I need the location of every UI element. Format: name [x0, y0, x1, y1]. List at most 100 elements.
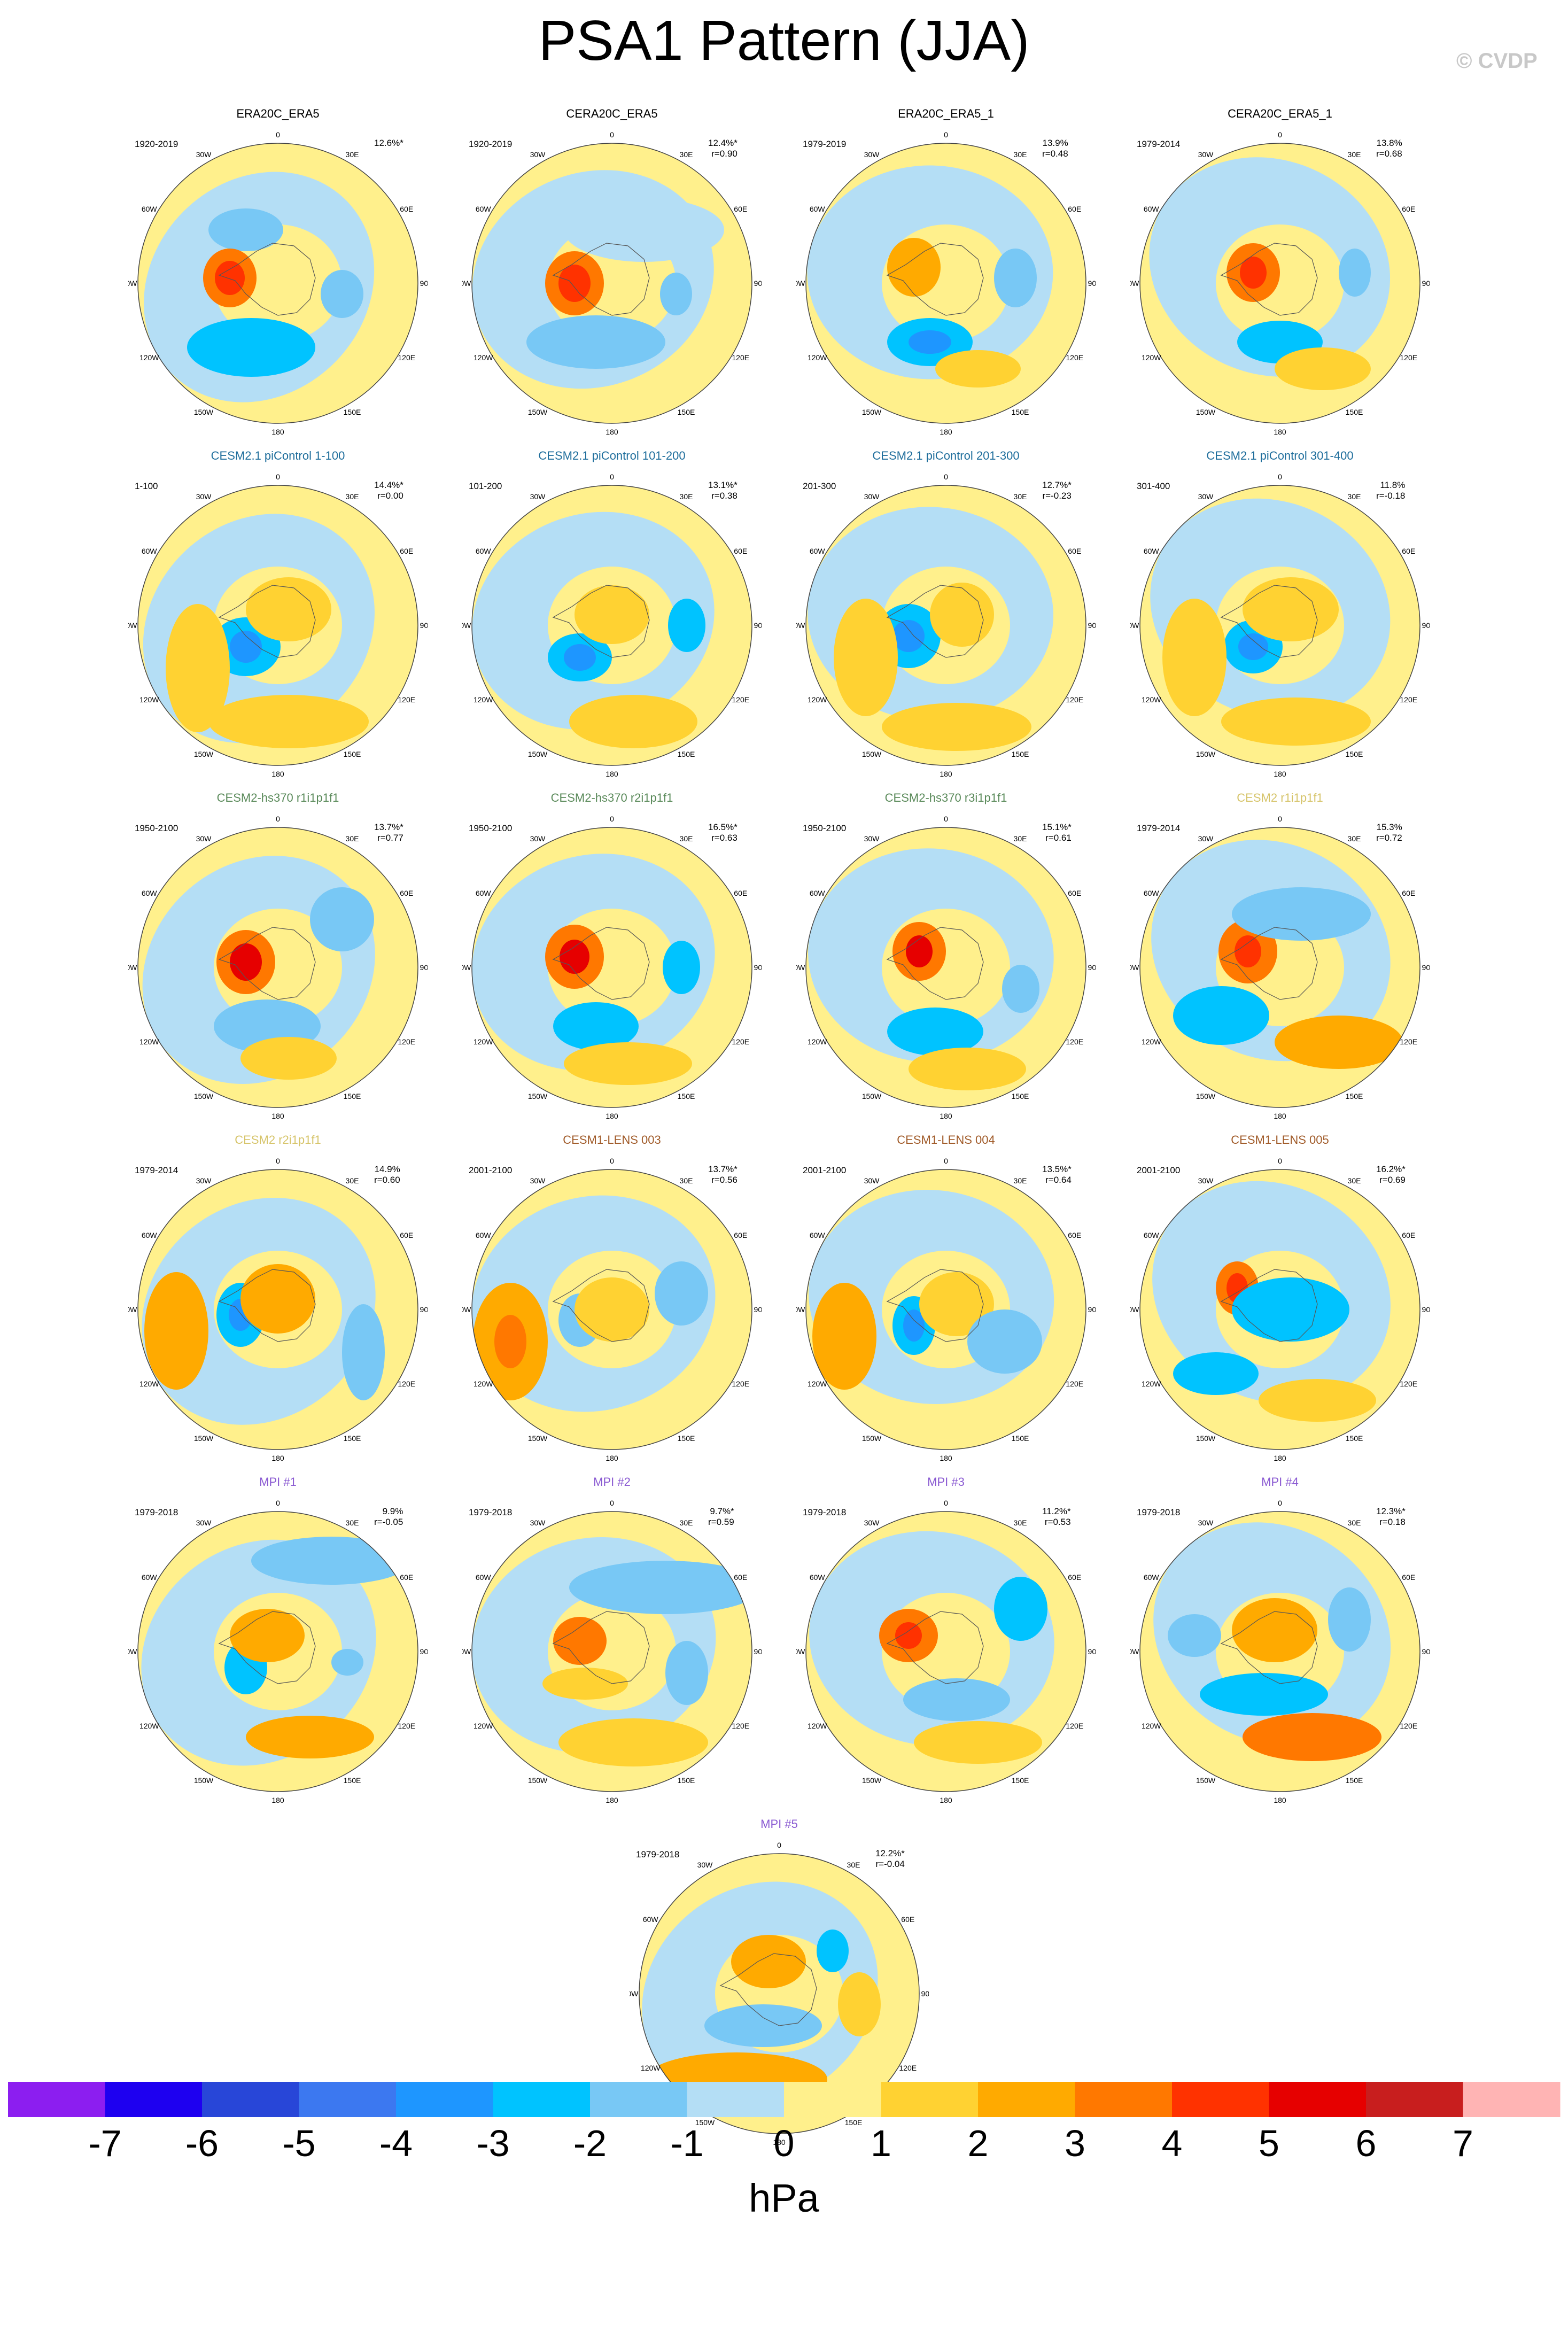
longitude-label: 180 — [1274, 428, 1286, 436]
map-panel: 0 30E 60E 90E 120E 150E 180 150W 120W 90W 60W 30W CE… — [128, 1133, 428, 1464]
contour-blob — [1232, 1598, 1317, 1662]
map-boundary — [805, 485, 1086, 766]
longitude-label: 30W — [1198, 834, 1214, 843]
longitude-label: 180 — [1274, 1112, 1286, 1120]
longitude-label: 120E — [398, 1380, 415, 1388]
longitude-label: 30W — [530, 150, 546, 159]
longitude-label: 90E — [420, 621, 428, 630]
longitude-label: 30E — [346, 834, 359, 843]
longitude-label: 60W — [476, 1573, 492, 1582]
coastline — [886, 243, 984, 316]
contour-blob — [655, 1261, 708, 1326]
longitude-label: 30E — [1348, 492, 1361, 501]
longitude-label: 30E — [680, 150, 693, 159]
longitude-label: 120W — [641, 2064, 661, 2072]
longitude-label: 30E — [1014, 492, 1027, 501]
longitude-label: 60E — [734, 547, 747, 555]
coastline — [218, 1611, 316, 1684]
contour-blob — [1243, 1713, 1381, 1761]
longitude-label: 30E — [680, 1176, 693, 1185]
longitude-label: 150E — [1012, 408, 1029, 416]
page-title: PSA1 Pattern (JJA) — [538, 9, 1030, 72]
longitude-label: 120W — [473, 1037, 493, 1046]
longitude-label: 60W — [142, 547, 158, 555]
longitude-label: 90E — [1088, 963, 1096, 972]
panel-period: 1979-2018 — [1137, 1507, 1181, 1517]
colorbar-swatch — [1463, 2082, 1561, 2117]
longitude-label: 0 — [1278, 130, 1282, 139]
map-boundary — [805, 1169, 1086, 1450]
map-panel: 0 30E 60E 90E 120E 150E 180 150W 120W 90W 60W 30W CE… — [1130, 107, 1430, 438]
contour-blob — [882, 703, 1031, 751]
polar-map: 0 30E 60E 90E 120E 150E 180 150W 120W 90W 60W 30W — [128, 815, 428, 1120]
variance-percent: 12.3%* — [1376, 1506, 1406, 1516]
longitude-label: 120W — [473, 695, 493, 704]
longitude-label: 150E — [678, 1776, 695, 1785]
longitude-label: 30W — [864, 1518, 880, 1527]
panel-period: 1979-2014 — [135, 1165, 178, 1175]
longitude-label: 180 — [606, 1796, 618, 1804]
longitude-label: 60E — [734, 1231, 747, 1239]
map-panel: 0 30E 60E 90E 120E 150E 180 150W 120W 90W 60W 30W CE… — [796, 1133, 1096, 1464]
longitude-label: 120E — [1400, 353, 1417, 362]
longitude-label: 180 — [606, 1112, 618, 1120]
longitude-label: 150W — [528, 1776, 548, 1785]
pattern-correlation: r=0.56 — [711, 1174, 738, 1185]
longitude-label: 0 — [276, 1499, 280, 1507]
longitude-label: 90W — [128, 279, 137, 288]
panel-period: 1950-2100 — [803, 823, 847, 833]
coastline — [719, 1953, 817, 2026]
colorbar-tick-label: -4 — [379, 2122, 413, 2164]
pattern-correlation: r=-0.18 — [1376, 490, 1406, 501]
map-boundary — [1139, 827, 1420, 1108]
contour-blob — [1168, 1614, 1221, 1657]
longitude-label: 0 — [276, 472, 280, 481]
contour-blob — [892, 620, 925, 652]
panel-period: 201-300 — [803, 481, 836, 491]
colorbar-swatch — [1269, 2082, 1367, 2117]
polar-map: 0 30E 60E 90E 120E 150E 180 150W 120W 90W 60W 30W — [462, 130, 762, 436]
panel-period: 1-100 — [135, 481, 158, 491]
longitude-label: 90W — [796, 621, 805, 630]
map-panel: 0 30E 60E 90E 120E 150E 180 150W 120W 90W 60W 30W ER… — [128, 107, 428, 438]
longitude-label: 30E — [1014, 150, 1027, 159]
longitude-label: 90E — [754, 621, 762, 630]
longitude-label: 90W — [128, 1647, 137, 1656]
colorbar-tick-label: 4 — [1161, 2122, 1183, 2164]
longitude-label: 120W — [808, 1037, 827, 1046]
longitude-label: 60W — [1144, 547, 1160, 555]
colorbar-tick-label: -3 — [476, 2122, 510, 2164]
map-panel: 0 30E 60E 90E 120E 150E 180 150W 120W 90W 60W 30W MP… — [462, 1475, 762, 1807]
contour-blob — [575, 1277, 649, 1342]
longitude-label: 30W — [864, 1176, 880, 1185]
longitude-label: 120W — [139, 1722, 159, 1730]
polar-map: 0 30E 60E 90E 120E 150E 180 150W 120W 90W 60W 30W — [462, 1157, 762, 1462]
variance-percent: 9.9% — [382, 1506, 403, 1516]
contour-blob — [230, 943, 262, 981]
longitude-label: 150W — [1196, 1776, 1216, 1785]
longitude-label: 180 — [271, 428, 284, 436]
panel-period: 1979-2018 — [469, 1507, 513, 1517]
longitude-label: 150W — [862, 408, 882, 416]
colorbar-tick-label: -6 — [185, 2122, 219, 2164]
longitude-label: 90W — [462, 1647, 471, 1656]
longitude-label: 90W — [796, 1305, 805, 1314]
longitude-label: 30E — [1348, 1176, 1361, 1185]
map-boundary — [1139, 143, 1420, 424]
longitude-label: 90W — [1130, 279, 1139, 288]
contour-blob — [251, 1537, 412, 1585]
longitude-label: 30W — [530, 1176, 546, 1185]
colorbar-swatch — [396, 2082, 493, 2117]
longitude-label: 60E — [734, 1573, 747, 1582]
colorbar-tick-label: 1 — [871, 2122, 891, 2164]
longitude-label: 120W — [1142, 353, 1161, 362]
longitude-label: 0 — [610, 815, 614, 823]
longitude-label: 0 — [944, 472, 948, 481]
longitude-label: 150E — [344, 1434, 361, 1443]
contour-blob — [208, 208, 283, 251]
variance-percent: 12.6%* — [374, 138, 403, 148]
longitude-label: 60E — [400, 1573, 413, 1582]
longitude-label: 120E — [398, 353, 415, 362]
contour-blob — [230, 1609, 305, 1662]
polar-map: 0 30E 60E 90E 120E 150E 180 150W 120W 90W 60W 30W — [1130, 1499, 1430, 1804]
